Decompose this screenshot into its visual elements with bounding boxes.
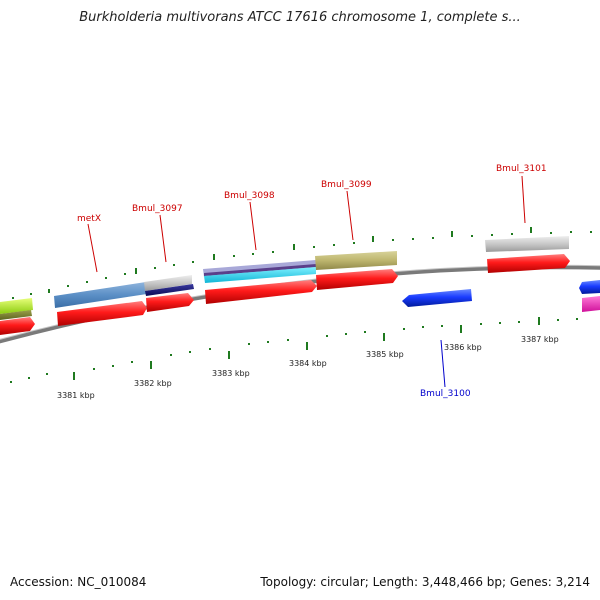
feature-grey-small[interactable] <box>144 275 192 291</box>
inner-tick-ring <box>10 317 578 383</box>
outer-feature-track <box>0 236 600 320</box>
gene-label-bmul-3101: Bmul_3101 <box>496 164 547 174</box>
gene-label-bmul-3097: Bmul_3097 <box>132 204 183 214</box>
gene-label-bmul-3098: Bmul_3098 <box>224 191 275 201</box>
outer-tick-ring <box>12 227 592 299</box>
gene-label-bmul-3100: Bmul_3100 <box>420 389 471 399</box>
feature-steel-blue[interactable] <box>54 282 147 308</box>
scale-label-3382: 3382 kbp <box>134 379 172 388</box>
cds-arrow-metx[interactable] <box>57 301 147 326</box>
feature-magenta-edge[interactable] <box>582 296 600 312</box>
chromosome-backbone <box>0 265 600 344</box>
cds-arrow-bmul-3097[interactable] <box>146 293 194 312</box>
genome-summary-text: Topology: circular; Length: 3,448,466 bp… <box>260 575 590 589</box>
gene-label-bmul-3099: Bmul_3099 <box>321 180 372 190</box>
feature-grey[interactable] <box>485 236 569 252</box>
feature-purple[interactable] <box>204 264 316 276</box>
cds-arrow-bmul-3098[interactable] <box>205 280 317 304</box>
scale-label-3381: 3381 kbp <box>57 391 95 400</box>
feature-lime[interactable] <box>0 298 33 314</box>
scale-label-3385: 3385 kbp <box>366 350 404 359</box>
cds-track <box>0 254 570 335</box>
feature-cyan[interactable] <box>204 267 316 283</box>
cds-arrow-bmul-3101[interactable] <box>487 254 570 273</box>
scale-label-3387: 3387 kbp <box>521 335 559 344</box>
chromosome-backbone-highlight <box>0 264 600 340</box>
feature-blue-edge[interactable] <box>579 280 600 294</box>
gene-leader-lines <box>87 175 526 388</box>
scale-label-3383: 3383 kbp <box>212 369 250 378</box>
scale-label-3386: 3386 kbp <box>444 343 482 352</box>
feature-olive[interactable] <box>315 251 397 270</box>
gene-label-metx: metX <box>77 214 101 224</box>
accession-text: Accession: NC_010084 <box>10 575 147 589</box>
feature-olive-dark[interactable] <box>0 310 32 320</box>
scale-label-3384: 3384 kbp <box>289 359 327 368</box>
cds-arrow-left-edge[interactable] <box>0 317 35 335</box>
feature-navy[interactable] <box>145 284 194 296</box>
map-title: Burkholderia multivorans ATCC 17616 chro… <box>79 10 521 25</box>
cds-arrow-bmul-3099[interactable] <box>316 269 398 290</box>
cds-arrow-bmul-3100[interactable] <box>402 289 472 307</box>
